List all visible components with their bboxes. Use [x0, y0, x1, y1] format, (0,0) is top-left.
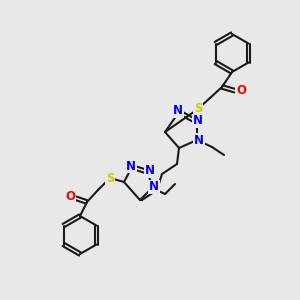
Text: N: N [193, 115, 203, 128]
Text: S: S [106, 172, 114, 184]
Text: N: N [145, 164, 155, 178]
Text: O: O [65, 190, 75, 202]
Text: O: O [236, 85, 246, 98]
Text: N: N [173, 104, 183, 118]
Text: N: N [194, 134, 204, 146]
Text: N: N [126, 160, 136, 172]
Text: N: N [149, 181, 159, 194]
Text: S: S [194, 103, 202, 116]
